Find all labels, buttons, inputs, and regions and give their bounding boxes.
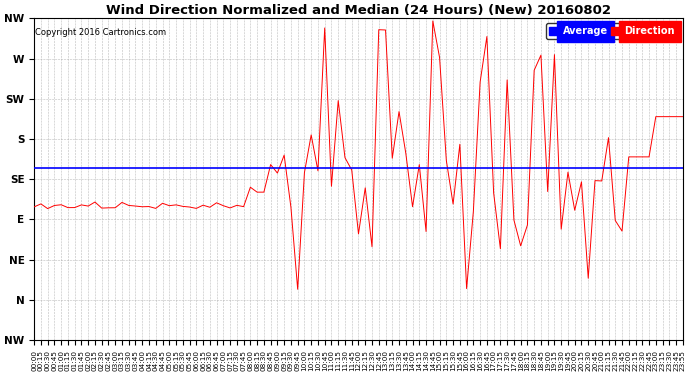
Legend: Average, Direction: Average, Direction [546, 23, 678, 39]
Title: Wind Direction Normalized and Median (24 Hours) (New) 20160802: Wind Direction Normalized and Median (24… [106, 4, 611, 17]
Text: Copyright 2016 Cartronics.com: Copyright 2016 Cartronics.com [35, 28, 166, 37]
